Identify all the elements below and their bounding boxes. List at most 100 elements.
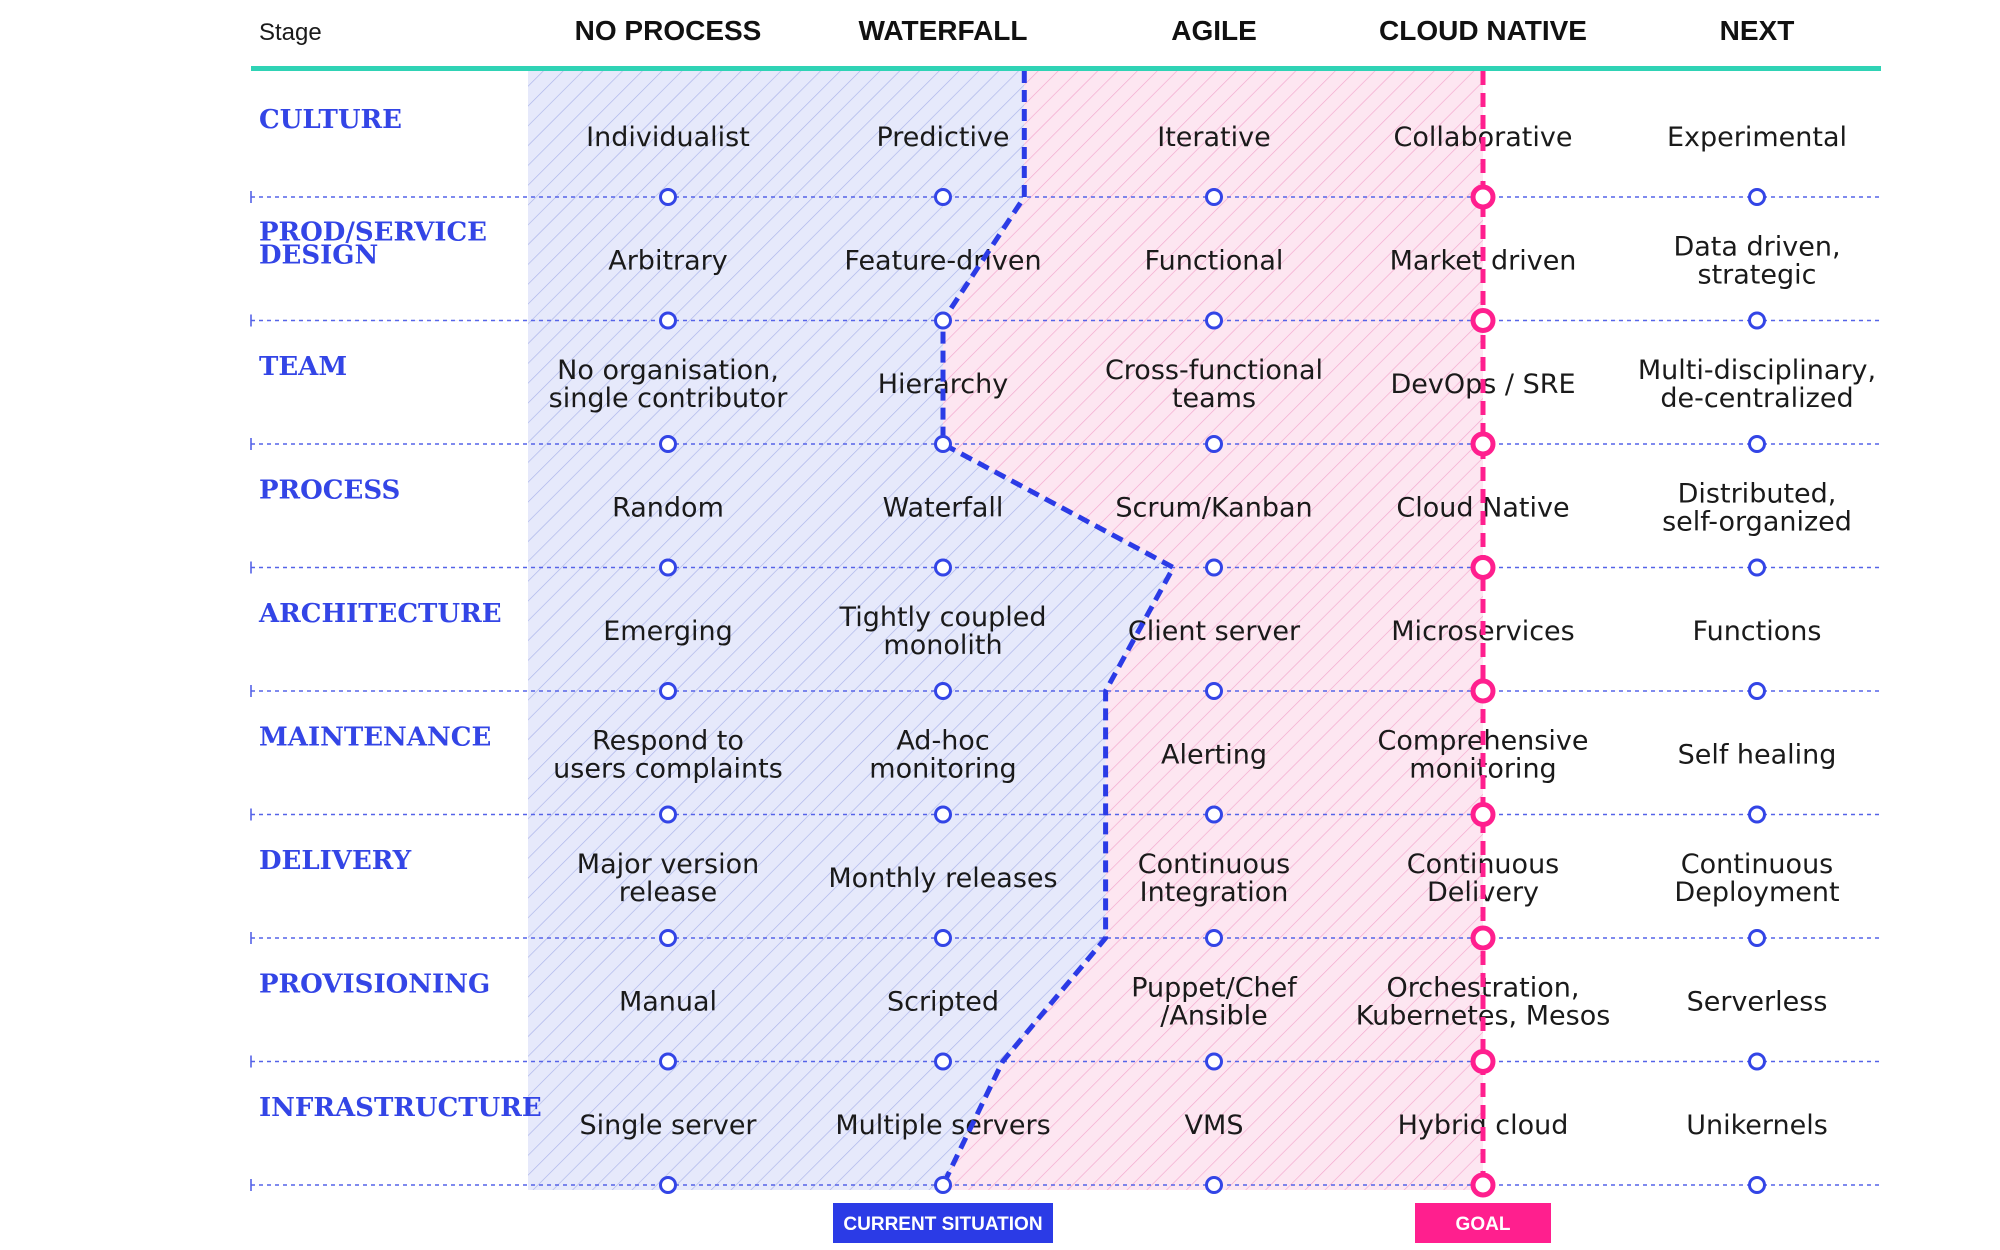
cell-line: Self healing	[1678, 740, 1837, 771]
stage-marker-provisioning-agile	[1205, 1052, 1223, 1071]
cell-prod-service-design-agile: Functional	[1145, 246, 1284, 277]
row-label-line: PROD/SERVICE	[259, 218, 487, 248]
stage-marker-provisioning-no-process	[659, 1052, 677, 1071]
cell-line: de-centralized	[1660, 383, 1853, 414]
cell-line: Manual	[619, 987, 717, 1018]
cell-line: Puppet/Chef	[1131, 973, 1298, 1004]
cell-line: Waterfall	[883, 493, 1004, 524]
cell-line: release	[619, 877, 717, 908]
goal-marker-process-cloud-native	[1470, 555, 1496, 580]
current-situation-badge	[833, 1203, 1053, 1243]
cell-line: Functional	[1145, 246, 1284, 277]
stage-marker-prod-service-design-waterfall	[934, 311, 952, 330]
cell-line: users complaints	[553, 754, 783, 785]
stage-marker-provisioning-waterfall	[934, 1052, 952, 1071]
cell-line: Experimental	[1667, 122, 1847, 153]
cell-architecture-waterfall: Tightly coupled monolith	[839, 602, 1047, 661]
cell-team-next: Multi-disciplinary, de-centralized	[1638, 355, 1876, 414]
row-label-process: PROCESS	[259, 476, 400, 506]
cell-architecture-next: Functions	[1693, 616, 1822, 647]
row-label-maintenance: MAINTENANCE	[259, 723, 491, 753]
cell-architecture-agile: Client server	[1128, 616, 1301, 647]
legend-badges: CURRENT SITUATION GOAL	[833, 1203, 1551, 1243]
cell-line: Monthly releases	[828, 863, 1057, 894]
cell-line: Single server	[579, 1110, 757, 1141]
cell-maintenance-no-process: Respond to users complaints	[553, 726, 783, 785]
cell-line: Ad-hoc	[896, 726, 989, 757]
cell-line: /Ansible	[1160, 1001, 1268, 1032]
cell-line: Distributed,	[1678, 479, 1837, 510]
cell-prod-service-design-waterfall: Feature-driven	[844, 246, 1041, 277]
goal-marker-delivery-cloud-native	[1470, 925, 1496, 951]
stage-marker-culture-next	[1748, 188, 1766, 206]
cell-delivery-agile: Continuous Integration	[1138, 849, 1291, 908]
stage-marker-delivery-next	[1748, 929, 1766, 947]
stage-marker-infrastructure-next	[1748, 1176, 1766, 1194]
stage-header: Stage NO PROCESS WATERFALL AGILE CLOUD N…	[251, 15, 1881, 71]
current-situation-badge-label: CURRENT SITUATION	[843, 1214, 1042, 1235]
column-header-agile: AGILE	[1171, 15, 1257, 46]
cell-line: Emerging	[603, 616, 733, 647]
cell-line: Functions	[1693, 616, 1822, 647]
cell-delivery-cloud-native: ContinuousDelivery	[1407, 849, 1560, 908]
current-situation-area	[528, 71, 1174, 1190]
cell-provisioning-agile: Puppet/Chef/Ansible	[1131, 973, 1298, 1032]
cell-provisioning-waterfall: Scripted	[887, 987, 999, 1018]
goal-marker-culture-cloud-native	[1470, 184, 1496, 210]
stage-marker-delivery-agile	[1205, 929, 1223, 947]
stage-marker-architecture-waterfall	[934, 682, 952, 700]
cell-line: Multiple servers	[835, 1110, 1050, 1141]
cell-culture-next: Experimental	[1667, 122, 1847, 153]
goal-gap-area	[943, 71, 1483, 1190]
cell-process-agile: Scrum/Kanban	[1115, 493, 1312, 524]
cell-provisioning-no-process: Manual	[619, 987, 717, 1018]
cell-delivery-waterfall: Monthly releases	[828, 863, 1057, 894]
stage-marker-delivery-no-process	[659, 929, 677, 947]
header-divider	[251, 66, 1881, 71]
stage-marker-culture-no-process	[659, 188, 677, 206]
cell-line: Multi-disciplinary,	[1638, 355, 1876, 386]
stage-marker-infrastructure-agile	[1205, 1176, 1223, 1194]
stage-marker-team-waterfall	[934, 435, 952, 453]
stage-marker-team-agile	[1205, 435, 1223, 453]
cell-line: Alerting	[1161, 740, 1267, 771]
stage-marker-architecture-agile	[1205, 682, 1223, 700]
cell-culture-waterfall: Predictive	[876, 122, 1009, 153]
stage-areas	[528, 71, 1483, 1190]
cell-provisioning-next: Serverless	[1687, 987, 1828, 1018]
cell-line: Random	[612, 493, 724, 524]
cell-line: Arbitrary	[608, 246, 728, 277]
cell-line: Data driven,	[1673, 232, 1840, 263]
cell-line: Major version	[577, 849, 759, 880]
cell-delivery-next: Continuous Deployment	[1674, 849, 1839, 908]
cell-process-next: Distributed, self-organized	[1662, 479, 1852, 538]
cell-line: single contributor	[549, 383, 789, 414]
row-architecture: ARCHITECTURE Emerging Tightly coupled monol…	[250, 599, 1880, 697]
cell-infrastructure-no-process: Single server	[579, 1110, 757, 1141]
stage-marker-process-agile	[1205, 558, 1223, 577]
stage-marker-maintenance-waterfall	[934, 805, 952, 824]
stage-marker-prod-service-design-next	[1748, 311, 1766, 330]
cell-team-agile: Cross-functional teams	[1105, 355, 1323, 414]
row-label-infrastructure: INFRASTRUCTURE	[259, 1093, 542, 1123]
cell-line: Client server	[1128, 616, 1301, 647]
cell-line: Tightly coupled	[839, 602, 1047, 633]
stage-marker-infrastructure-waterfall	[934, 1176, 952, 1194]
cell-line: monolith	[883, 630, 1002, 661]
row-label-delivery: DELIVERY	[259, 846, 412, 876]
stage-marker-culture-agile	[1205, 188, 1223, 206]
stage-marker-infrastructure-no-process	[659, 1176, 677, 1194]
cell-line: Scripted	[887, 987, 999, 1018]
cell-line: Serverless	[1687, 987, 1828, 1018]
goal-marker-infrastructure-cloud-native	[1470, 1172, 1496, 1198]
cell-team-no-process: No organisation, single contributor	[549, 355, 789, 414]
cell-line: self-organized	[1662, 507, 1852, 538]
stage-marker-culture-waterfall	[934, 188, 952, 206]
row-label-architecture: ARCHITECTURE	[258, 599, 502, 629]
cell-maintenance-waterfall: Ad-hoc monitoring	[869, 726, 1016, 785]
cell-line: Respond to	[592, 726, 744, 757]
stage-marker-team-next	[1748, 435, 1766, 453]
row-label-prod-service-design: PROD/SERVICE DESIGN	[259, 218, 487, 271]
